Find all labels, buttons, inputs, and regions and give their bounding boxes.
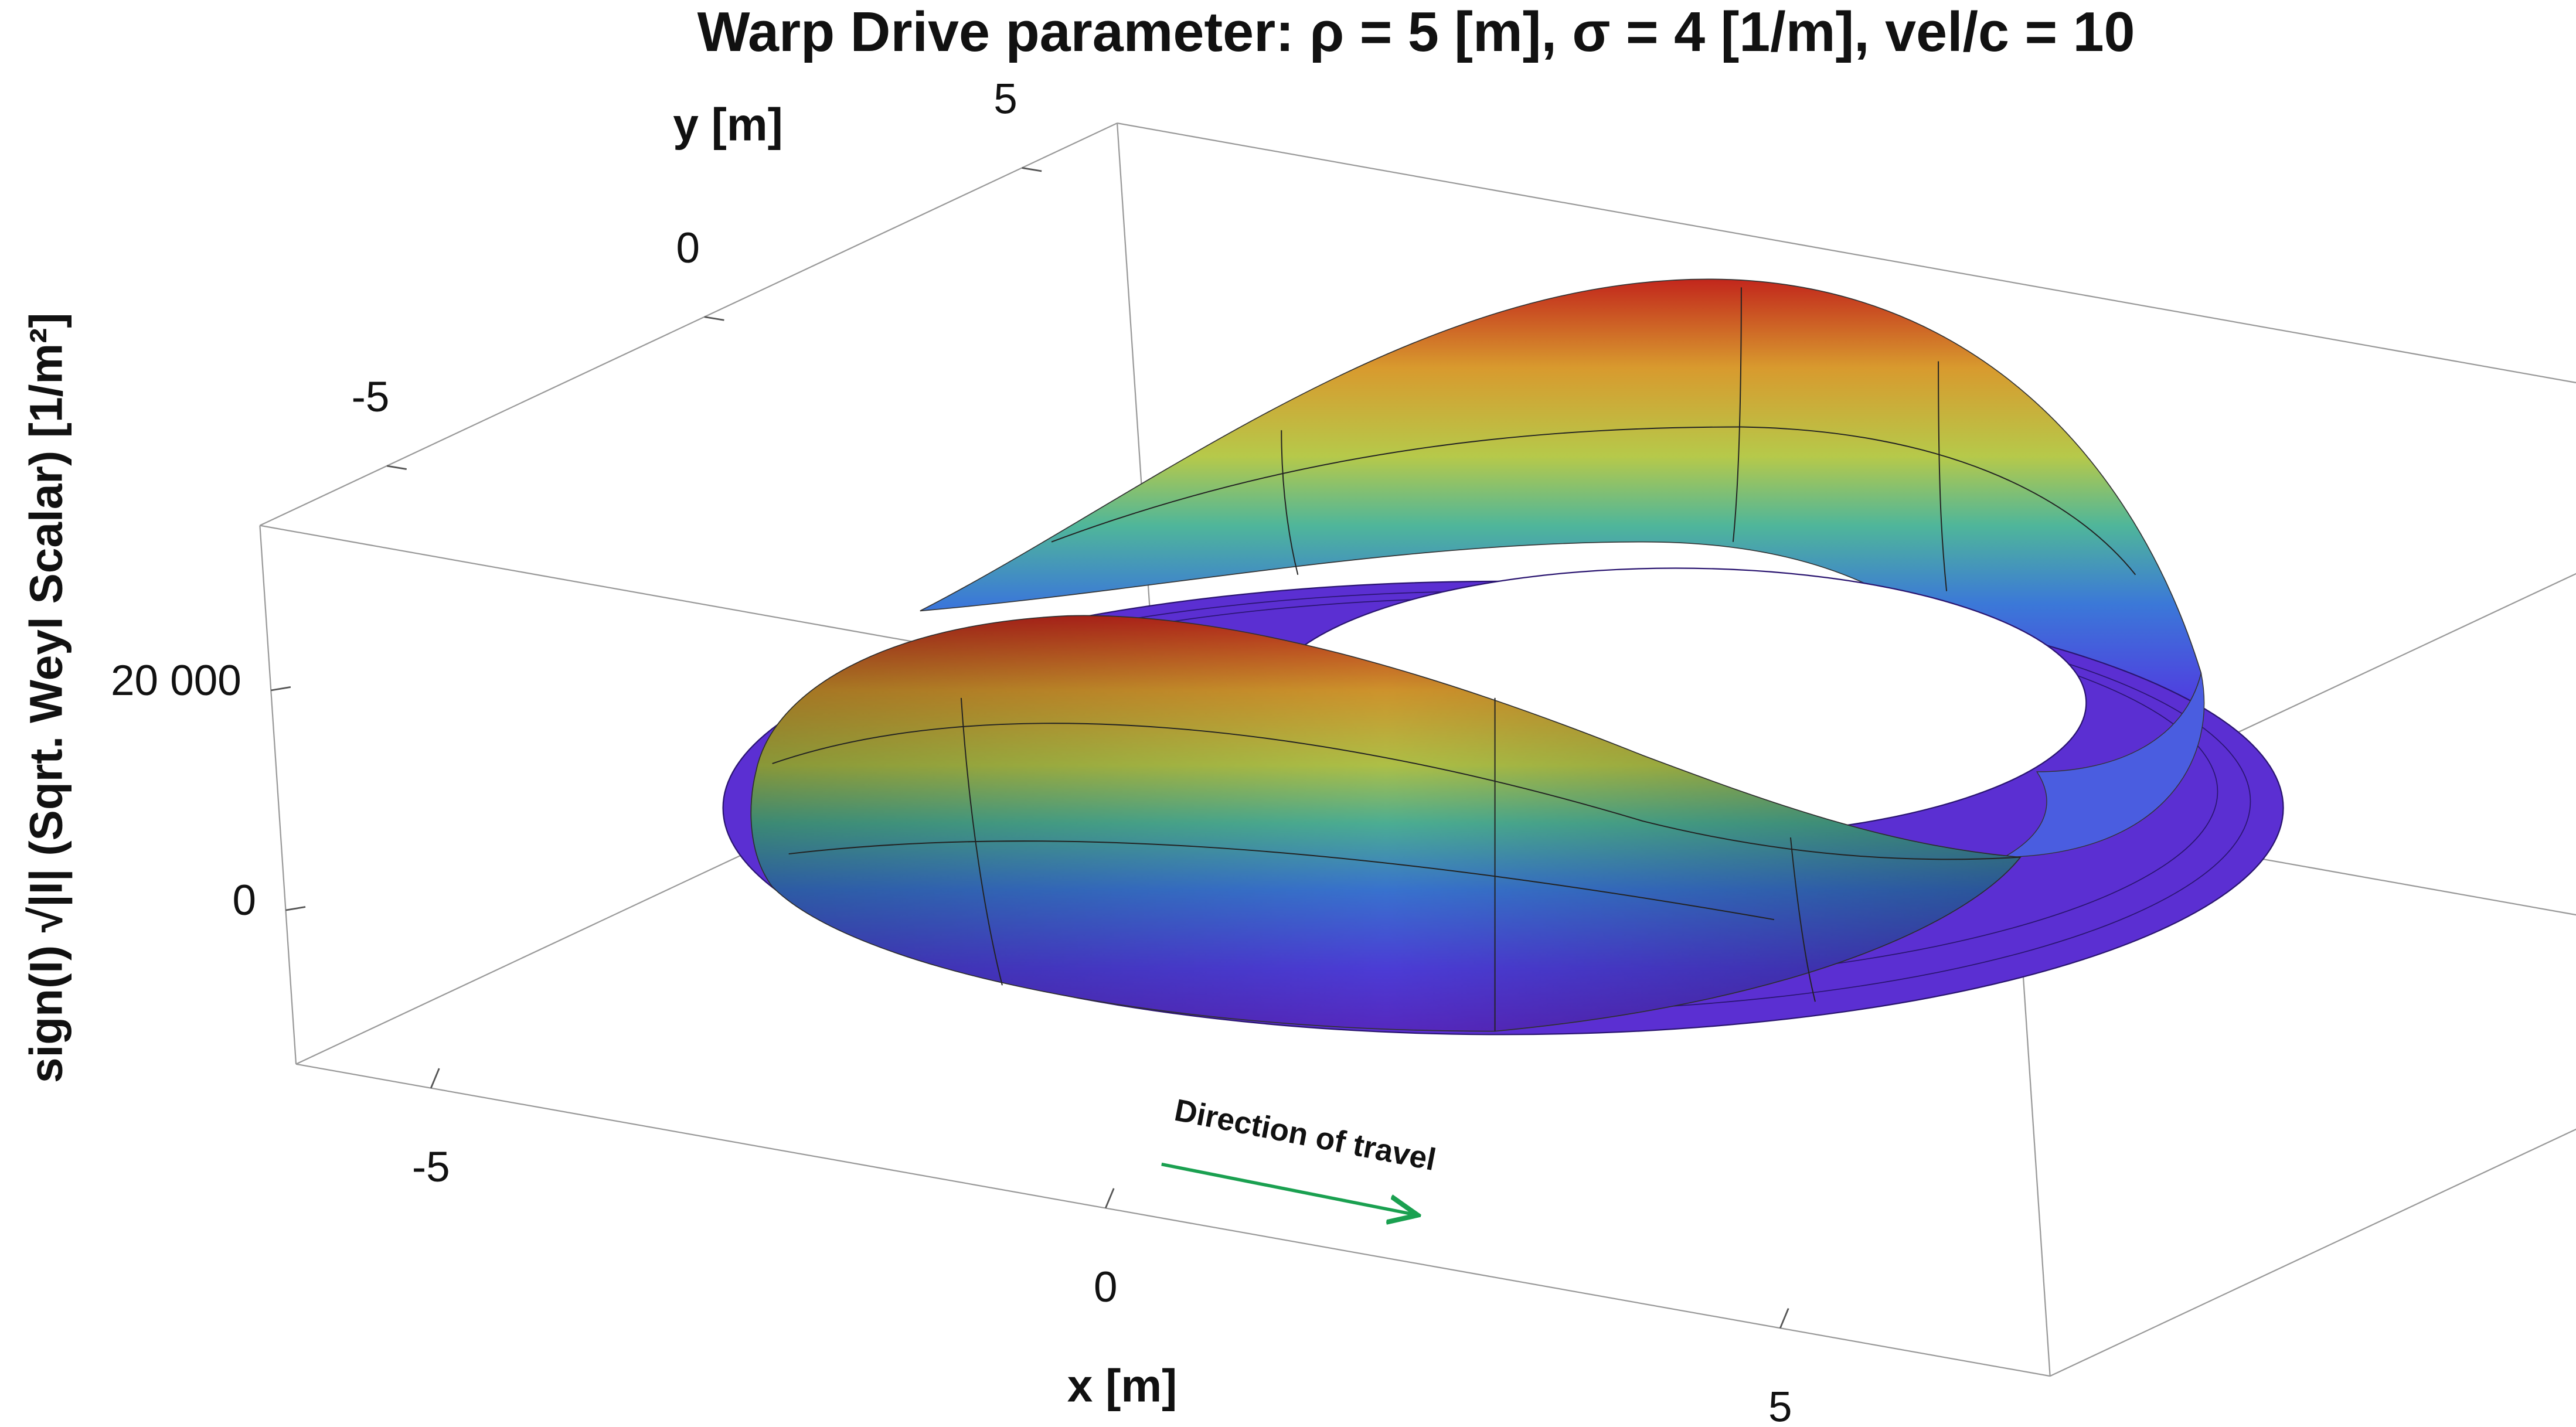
y-tick-label: 0	[676, 224, 700, 272]
box-edge	[259, 122, 1118, 526]
y-tick	[386, 465, 407, 470]
x-tick-label: 0	[1094, 1263, 1118, 1311]
y-tick	[1022, 167, 1042, 172]
box-edge	[2050, 1128, 2576, 1377]
z-tick-label: 0	[232, 877, 256, 924]
front-lobe-shade	[751, 615, 2021, 1031]
z-axis-label: sign(I) √|I| (Sqrt. Weyl Scalar) [1/m²]	[20, 313, 72, 1084]
x-tick-label: 5	[1768, 1384, 1792, 1427]
y-axis-label: y [m]	[673, 98, 782, 150]
back-lobe-foot	[2003, 673, 2205, 858]
box-edge	[1117, 122, 2576, 384]
z-tick	[285, 906, 306, 911]
z-tick	[271, 686, 291, 692]
y-tick	[704, 316, 724, 321]
x-axis-label: x [m]	[1067, 1360, 1177, 1411]
box-edge	[259, 525, 297, 1064]
surface	[722, 278, 2284, 1036]
x-tick	[1779, 1308, 1789, 1329]
box-edge	[295, 1063, 2050, 1377]
mesh	[772, 287, 2136, 1031]
x-tick	[1104, 1188, 1115, 1209]
chart-title: Warp Drive parameter: ρ = 5 [m], σ = 4 […	[697, 1, 2135, 63]
annotation: Direction of travel	[1172, 1093, 1438, 1177]
x-tick-label: -5	[412, 1143, 450, 1191]
direction-arrow	[1161, 1162, 1418, 1215]
y-tick-label: 5	[993, 76, 1018, 123]
y-tick-label: -5	[352, 373, 390, 421]
z-tick-label: 20 000	[111, 657, 241, 704]
x-tick	[430, 1068, 440, 1089]
